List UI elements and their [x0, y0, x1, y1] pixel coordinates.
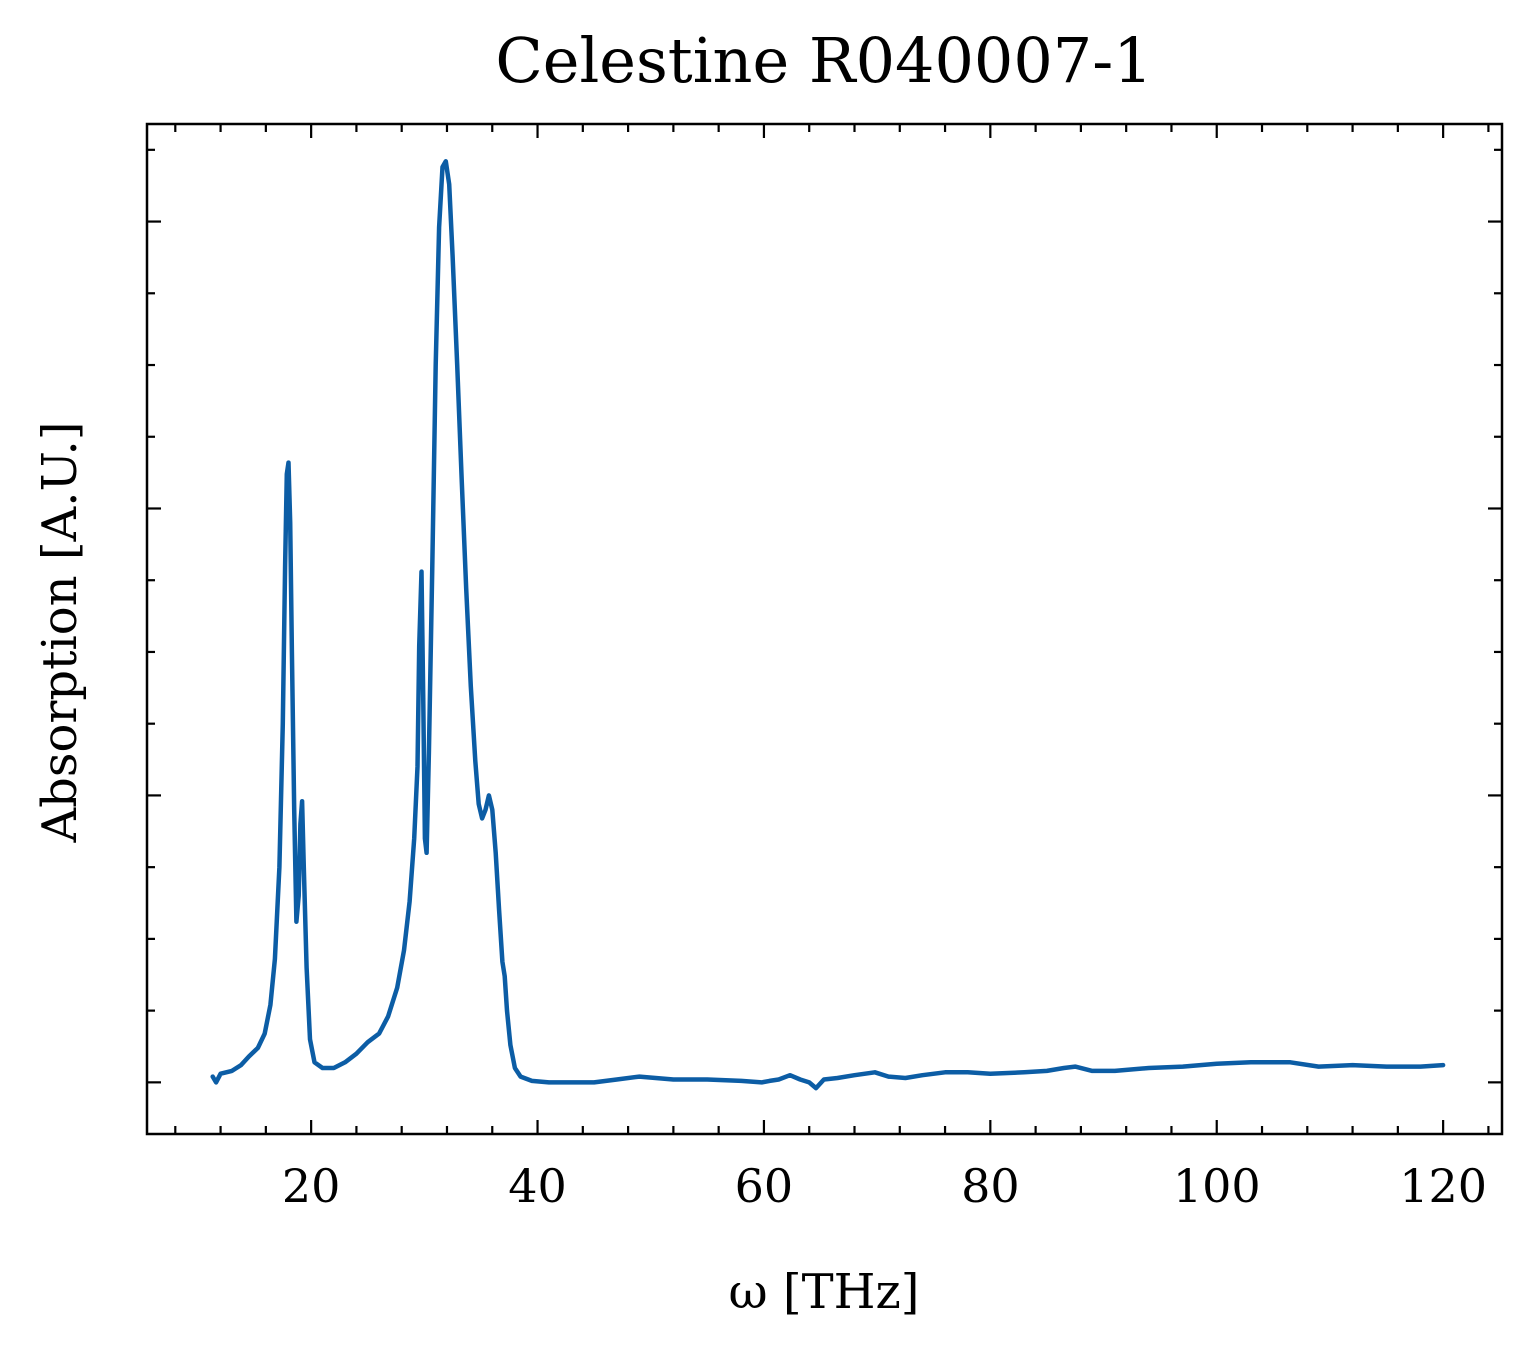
- series-line: [210, 159, 1446, 1091]
- x-tick-label: 60: [735, 1159, 794, 1213]
- x-tick-label: 120: [1399, 1159, 1487, 1213]
- y-axis-label: Absorption [A.U.]: [32, 422, 88, 844]
- axis-ticks: [147, 124, 1502, 1134]
- x-tick-label: 80: [961, 1159, 1020, 1213]
- chart-title: Celestine R040007-1: [495, 24, 1152, 97]
- plot-area: [145, 122, 1504, 1136]
- x-tick-label: 100: [1173, 1159, 1261, 1213]
- x-tick-label: 40: [508, 1159, 567, 1213]
- x-tick-label: 20: [282, 1159, 341, 1213]
- x-tick-labels: 20 40 60 80 100 120: [282, 1159, 1487, 1213]
- x-axis-label: ω [THz]: [728, 1264, 919, 1320]
- series-layer: [210, 159, 1446, 1091]
- plot-frame: [145, 122, 1504, 1136]
